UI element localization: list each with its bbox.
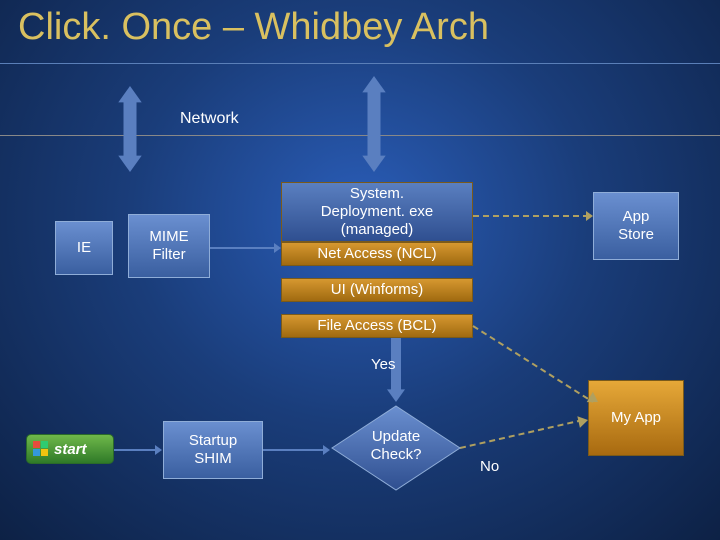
no-label: No <box>480 458 499 475</box>
box-appstore: App Store <box>593 192 679 260</box>
start-button[interactable]: start <box>26 434 114 464</box>
svg-text:Check?: Check? <box>371 446 422 463</box>
stack-row-2: UI (Winforms) <box>281 278 473 302</box>
yes-label: Yes <box>371 356 395 373</box>
network-label: Network <box>180 110 239 128</box>
network-line <box>0 135 720 136</box>
box-ie: IE <box>55 221 113 275</box>
stack-row-3: File Access (BCL) <box>281 314 473 338</box>
start-button-label: start <box>54 441 87 458</box>
page-title: Click. Once – Whidbey Arch <box>18 6 489 49</box>
box-mime: MIME Filter <box>128 214 210 278</box>
stack-row-0: System. Deployment. exe (managed) <box>281 182 473 242</box>
windows-flag-icon <box>33 441 49 457</box>
stack-row-1: Net Access (NCL) <box>281 242 473 266</box>
box-myapp: My App <box>588 380 684 456</box>
title-underline <box>0 63 720 64</box>
box-startup: Startup SHIM <box>163 421 263 479</box>
svg-text:Update: Update <box>372 428 420 445</box>
